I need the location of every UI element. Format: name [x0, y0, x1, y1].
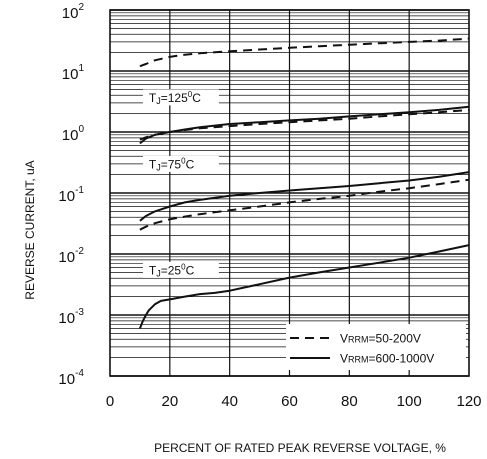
y-tick-base: 10 [62, 66, 79, 83]
legend-prefix: V [340, 352, 348, 366]
x-tick-label: 0 [106, 393, 114, 410]
legend-prefix: V [340, 332, 348, 346]
y-tick-label: 10-4 [58, 368, 84, 388]
y-tick-exponent: -2 [75, 246, 84, 257]
x-tick-label: 120 [456, 393, 481, 410]
annotation-sup: 0 [181, 156, 186, 165]
annotation-text: =125 [161, 91, 188, 105]
series-dashed-1 [139, 108, 470, 141]
series-dashed-0 [139, 37, 470, 68]
y-tick-exponent: -1 [75, 185, 84, 196]
y-tick-exponent: 2 [78, 2, 84, 13]
annotation-sub: J [156, 162, 161, 172]
y-tick-label: 100 [62, 124, 85, 144]
series-solid-2 [139, 105, 470, 145]
annotation-unit: C [186, 263, 195, 277]
y-tick-label: 10-3 [58, 307, 84, 327]
y-tick-label: 102 [62, 2, 85, 22]
annotation-unit: C [192, 91, 201, 105]
annotation-sup: 0 [181, 262, 186, 271]
y-tick-exponent: -3 [75, 307, 84, 318]
y-tick-base: 10 [58, 371, 75, 388]
x-tick-label: 20 [161, 393, 178, 410]
y-tick-base: 10 [62, 5, 79, 22]
annotation-prefix: T [149, 157, 157, 171]
y-tick-exponent: -4 [75, 368, 84, 379]
series-solid-4 [139, 171, 470, 222]
y-tick-base: 10 [62, 127, 79, 144]
legend-suffix: =50-200V [369, 332, 421, 346]
annotation-sup: 0 [188, 90, 193, 99]
legend-label: VRRM=50-200V [340, 332, 421, 346]
annotation-text: =25 [161, 263, 182, 277]
annotation-box-0 [142, 89, 219, 106]
y-tick-base: 10 [58, 249, 75, 266]
x-tick-label: 60 [281, 393, 298, 410]
annotation-2: TJ=250C [149, 262, 195, 278]
y-tick-base: 10 [58, 310, 75, 327]
series-dashed-3 [139, 178, 470, 231]
annotation-sub: J [156, 96, 161, 106]
annotation-prefix: T [149, 91, 157, 105]
y-tick-label: 10-1 [58, 185, 84, 205]
series-solid-5 [138, 244, 470, 329]
grid [110, 9, 469, 377]
annotation-box-1 [142, 155, 219, 172]
legend-sub: RRM [348, 355, 369, 365]
annotation-1: TJ=750C [149, 156, 195, 172]
y-tick-exponent: 0 [78, 124, 84, 135]
y-tick-base: 10 [58, 188, 75, 205]
legend-suffix: =600-1000V [369, 352, 435, 366]
annotation-unit: C [186, 157, 195, 171]
x-tick-label: 40 [221, 393, 238, 410]
annotation-box-2 [142, 261, 219, 278]
legend-label: VRRM=600-1000V [340, 352, 434, 366]
y-axis-label: REVERSE CURRENT, uA [23, 160, 37, 299]
legend-box [286, 324, 466, 370]
legend-sub: RRM [348, 335, 369, 345]
x-tick-labels: 0 20 40 60 80 100 120 [106, 393, 482, 410]
series-group [138, 37, 470, 329]
annotation-prefix: T [149, 263, 157, 277]
y-tick-label: 101 [62, 63, 85, 83]
plot-frame [109, 9, 470, 377]
x-tick-label: 100 [397, 393, 422, 410]
annotation-sub: J [156, 268, 161, 278]
y-tick-label: 10-2 [58, 246, 84, 266]
y-tick-exponent: 1 [78, 63, 84, 74]
x-axis-label: PERCENT OF RATED PEAK REVERSE VOLTAGE, % [154, 441, 446, 455]
annotation-0: TJ=1250C [149, 90, 201, 106]
annotation-text: =75 [161, 157, 182, 171]
x-tick-label: 80 [341, 393, 358, 410]
